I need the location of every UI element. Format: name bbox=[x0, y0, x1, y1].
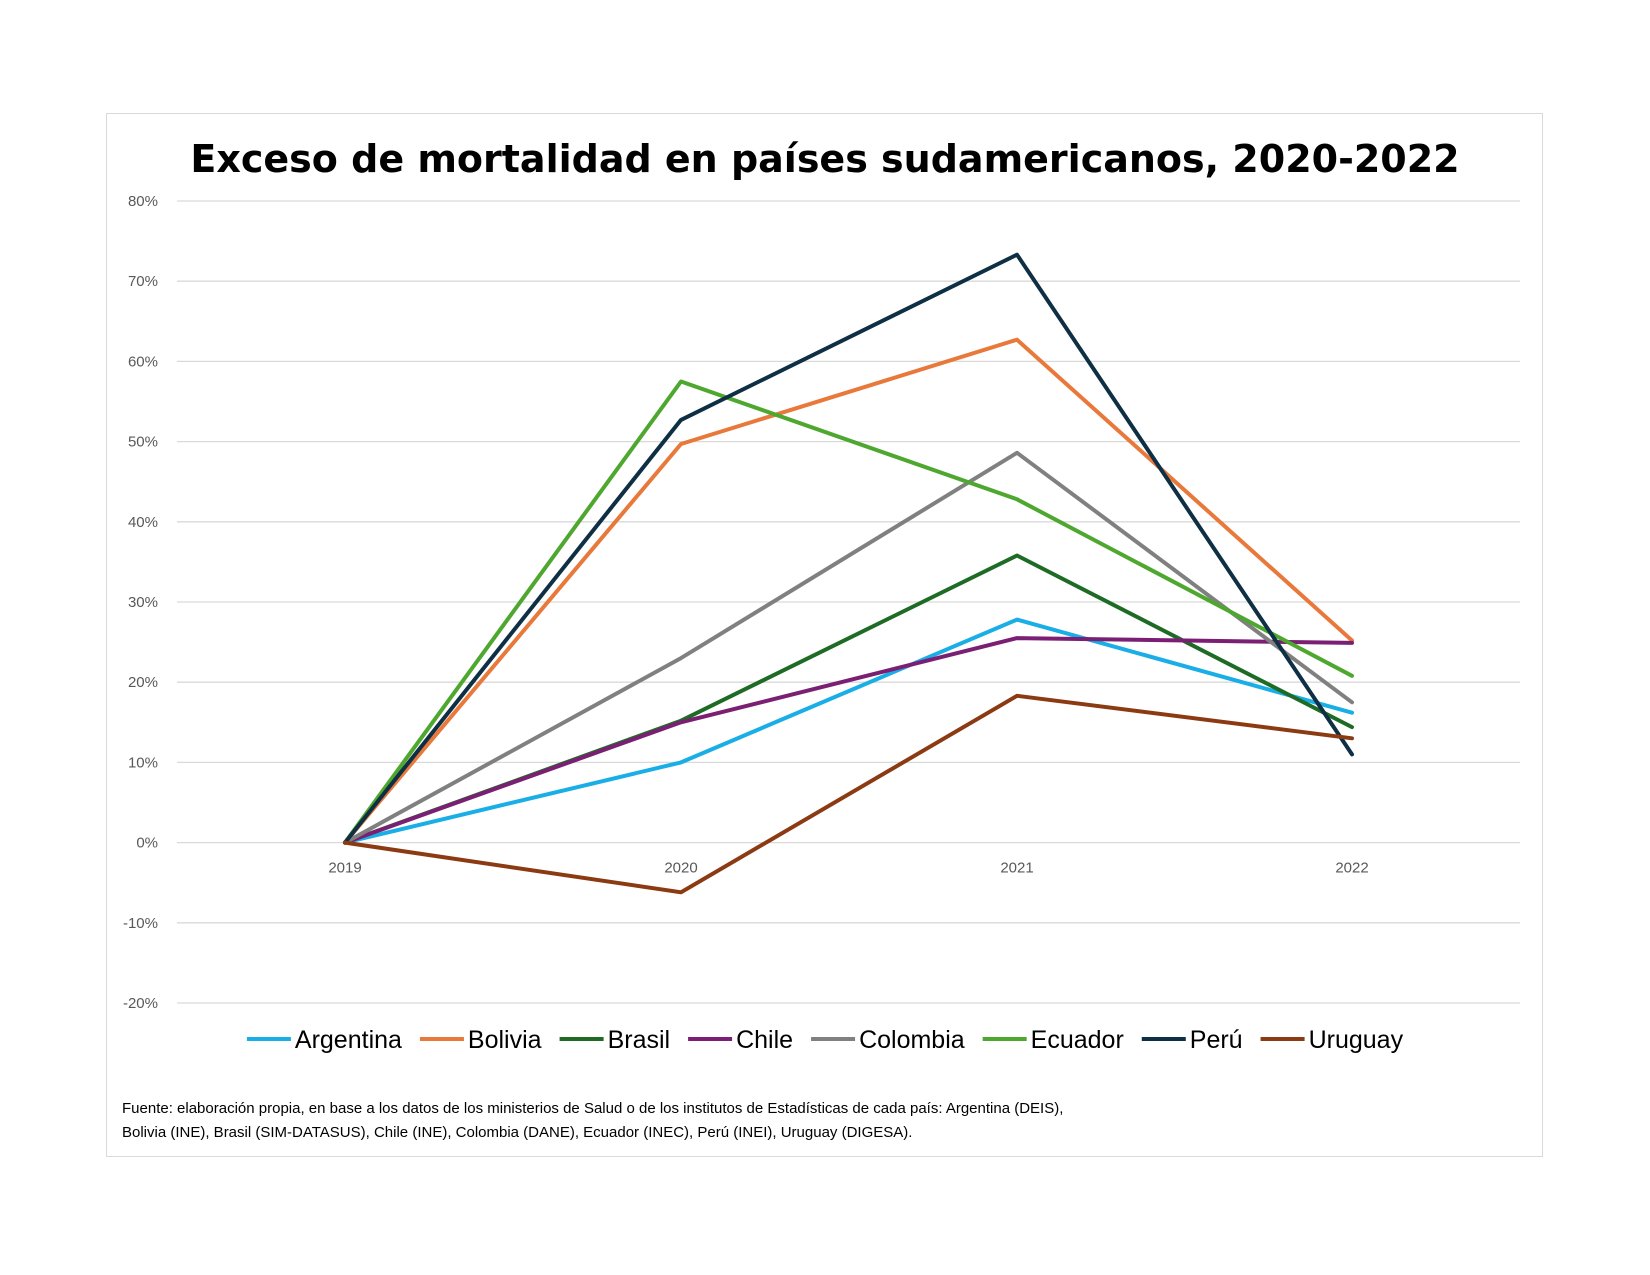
series-line-colombia bbox=[343, 450, 1354, 845]
legend-label: Brasil bbox=[608, 1026, 671, 1054]
legend-label: Perú bbox=[1190, 1026, 1243, 1054]
x-tick-label: 2022 bbox=[1335, 860, 1368, 877]
series-line-chile bbox=[343, 636, 1354, 845]
source-note-line-2: Bolivia (INE), Brasil (SIM-DATASUS), Chi… bbox=[122, 1124, 913, 1141]
y-tick-label: 50% bbox=[128, 434, 158, 451]
source-note: Fuente: elaboración propia, en base a lo… bbox=[122, 1097, 1242, 1145]
y-axis-ticks: 80% 70% 60% 50% 40% 30% 20% 10% 0% -10% -20% bbox=[123, 193, 158, 1012]
legend: Argentina Bolivia Brasil Chile Colombia Ecuad… bbox=[246, 1026, 1404, 1054]
y-tick-label: 40% bbox=[128, 514, 158, 531]
series-lines bbox=[343, 252, 1354, 895]
legend-label: Ecuador bbox=[1031, 1026, 1124, 1054]
series-line-brasil bbox=[343, 553, 1354, 845]
x-tick-label: 2021 bbox=[1000, 860, 1033, 877]
x-tick-label: 2020 bbox=[664, 860, 697, 877]
chart-title: Exceso de mortalidad en países sudameric… bbox=[190, 137, 1459, 181]
y-tick-label: 70% bbox=[128, 273, 158, 290]
chart-frame bbox=[106, 113, 1543, 1157]
legend-label: Uruguay bbox=[1309, 1026, 1404, 1054]
x-tick-label: 2019 bbox=[328, 860, 361, 877]
legend-label: Bolivia bbox=[468, 1026, 542, 1054]
series-line-ecuador bbox=[343, 379, 1354, 845]
legend-label: Colombia bbox=[859, 1026, 965, 1054]
y-tick-label: 60% bbox=[128, 353, 158, 370]
y-tick-label: 10% bbox=[128, 754, 158, 771]
y-tick-label: -20% bbox=[123, 995, 158, 1012]
series-line-bolivia bbox=[343, 337, 1354, 845]
y-tick-label: 30% bbox=[128, 594, 158, 611]
grid-lines bbox=[177, 200, 1520, 1004]
y-tick-label: -10% bbox=[123, 915, 158, 932]
legend-label: Chile bbox=[736, 1026, 793, 1054]
y-tick-label: 0% bbox=[136, 835, 158, 852]
legend-label: Argentina bbox=[295, 1026, 402, 1054]
x-axis-ticks: 2019 2020 2021 2022 bbox=[328, 860, 1368, 877]
series-line-perú bbox=[343, 252, 1354, 845]
y-tick-label: 20% bbox=[128, 674, 158, 691]
series-line-argentina bbox=[343, 617, 1354, 845]
series-line-uruguay bbox=[343, 693, 1354, 895]
source-note-line-1: Fuente: elaboración propia, en base a lo… bbox=[122, 1100, 1064, 1117]
y-tick-label: 80% bbox=[128, 193, 158, 210]
